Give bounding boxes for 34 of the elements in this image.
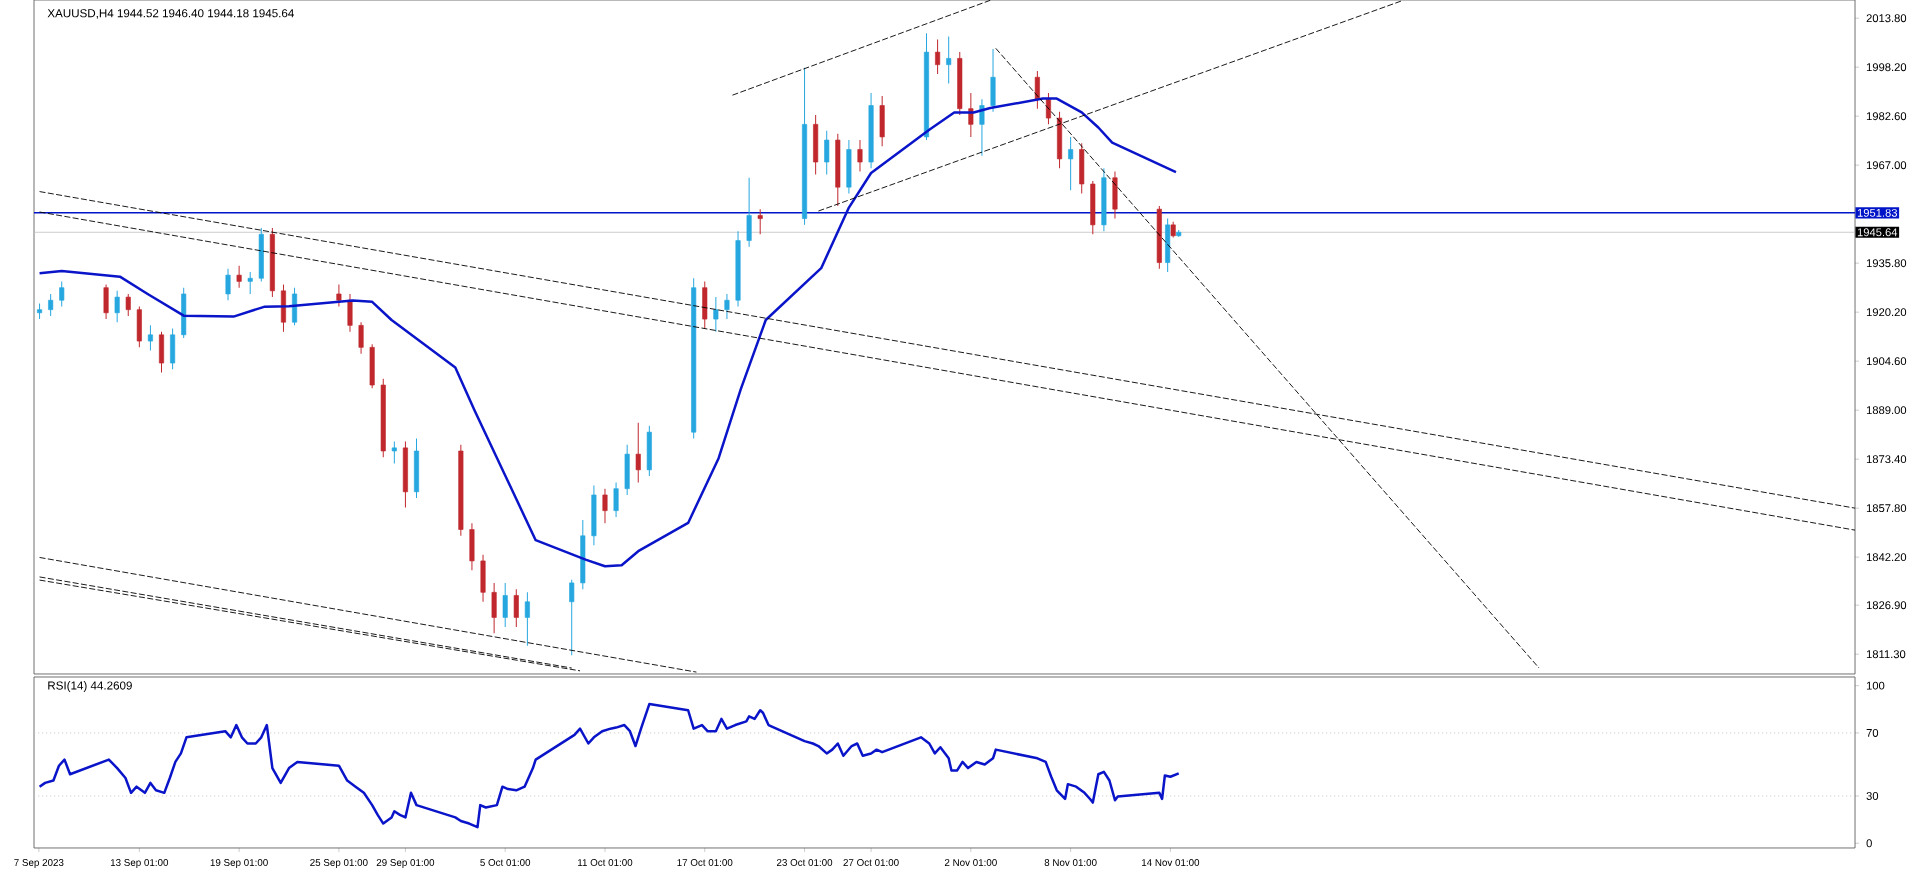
text: XAUUSD,H4 1944.52 1946.40 1944.18 1945.64 xyxy=(47,9,294,19)
y-tick-label: 1904.60 xyxy=(1866,357,1907,366)
x-tick-label: 13 Sep 01:00 xyxy=(110,859,169,868)
x-tick-label: 27 Oct 01:00 xyxy=(843,859,899,866)
y-tick-label: 1889.00 xyxy=(1866,406,1907,415)
y-tick-label: 2013.80 xyxy=(1866,14,1907,23)
y-tick-label: 1982.60 xyxy=(1866,112,1907,121)
y-tick-label: 1920.20 xyxy=(1866,308,1907,317)
x-tick-label: 25 Sep 01:00 xyxy=(310,859,368,868)
y-tick-label: 1967.00 xyxy=(1866,161,1907,170)
y-tick-label: 1842.20 xyxy=(1866,553,1907,562)
y-tick-label: 1826.90 xyxy=(1866,601,1907,610)
x-tick-label: 29 Sep 01:00 xyxy=(376,859,435,868)
x-tick-label: 17 Oct 01:00 xyxy=(677,859,733,866)
x-tick-label: 8 Nov 01:00 xyxy=(1044,859,1097,866)
x-tick-label: 5 Oct 01:00 xyxy=(480,859,531,866)
y-tick-label: 1935.80 xyxy=(1866,259,1907,268)
y-tick-label: 1811.30 xyxy=(1866,650,1906,659)
ref-line-label: 1945.64 xyxy=(1857,228,1898,237)
y-tick-label: 1873.40 xyxy=(1866,455,1907,464)
y-tick-label: 1857.80 xyxy=(1866,504,1907,513)
ref-line-label: 1951.83 xyxy=(1857,208,1898,217)
x-tick-label: 11 Oct 01:00 xyxy=(578,859,633,866)
x-tick-label: 19 Sep 01:00 xyxy=(210,859,268,868)
x-tick-label: 7 Sep 2023 xyxy=(14,859,64,868)
x-tick-label: 23 Oct 01:00 xyxy=(776,859,833,866)
x-tick-label: 14 Nov 01:00 xyxy=(1142,859,1200,866)
y-tick-label: 70 xyxy=(1866,728,1879,737)
y-tick-label: 100 xyxy=(1866,681,1885,690)
y-tick-label: 0 xyxy=(1866,839,1872,848)
x-tick-label: 2 Nov 01:00 xyxy=(944,859,997,866)
y-tick-label: 30 xyxy=(1866,792,1879,800)
y-tick-label: 1998.20 xyxy=(1866,63,1907,72)
chart-title: RSI(14) 44.2609 xyxy=(48,681,132,692)
